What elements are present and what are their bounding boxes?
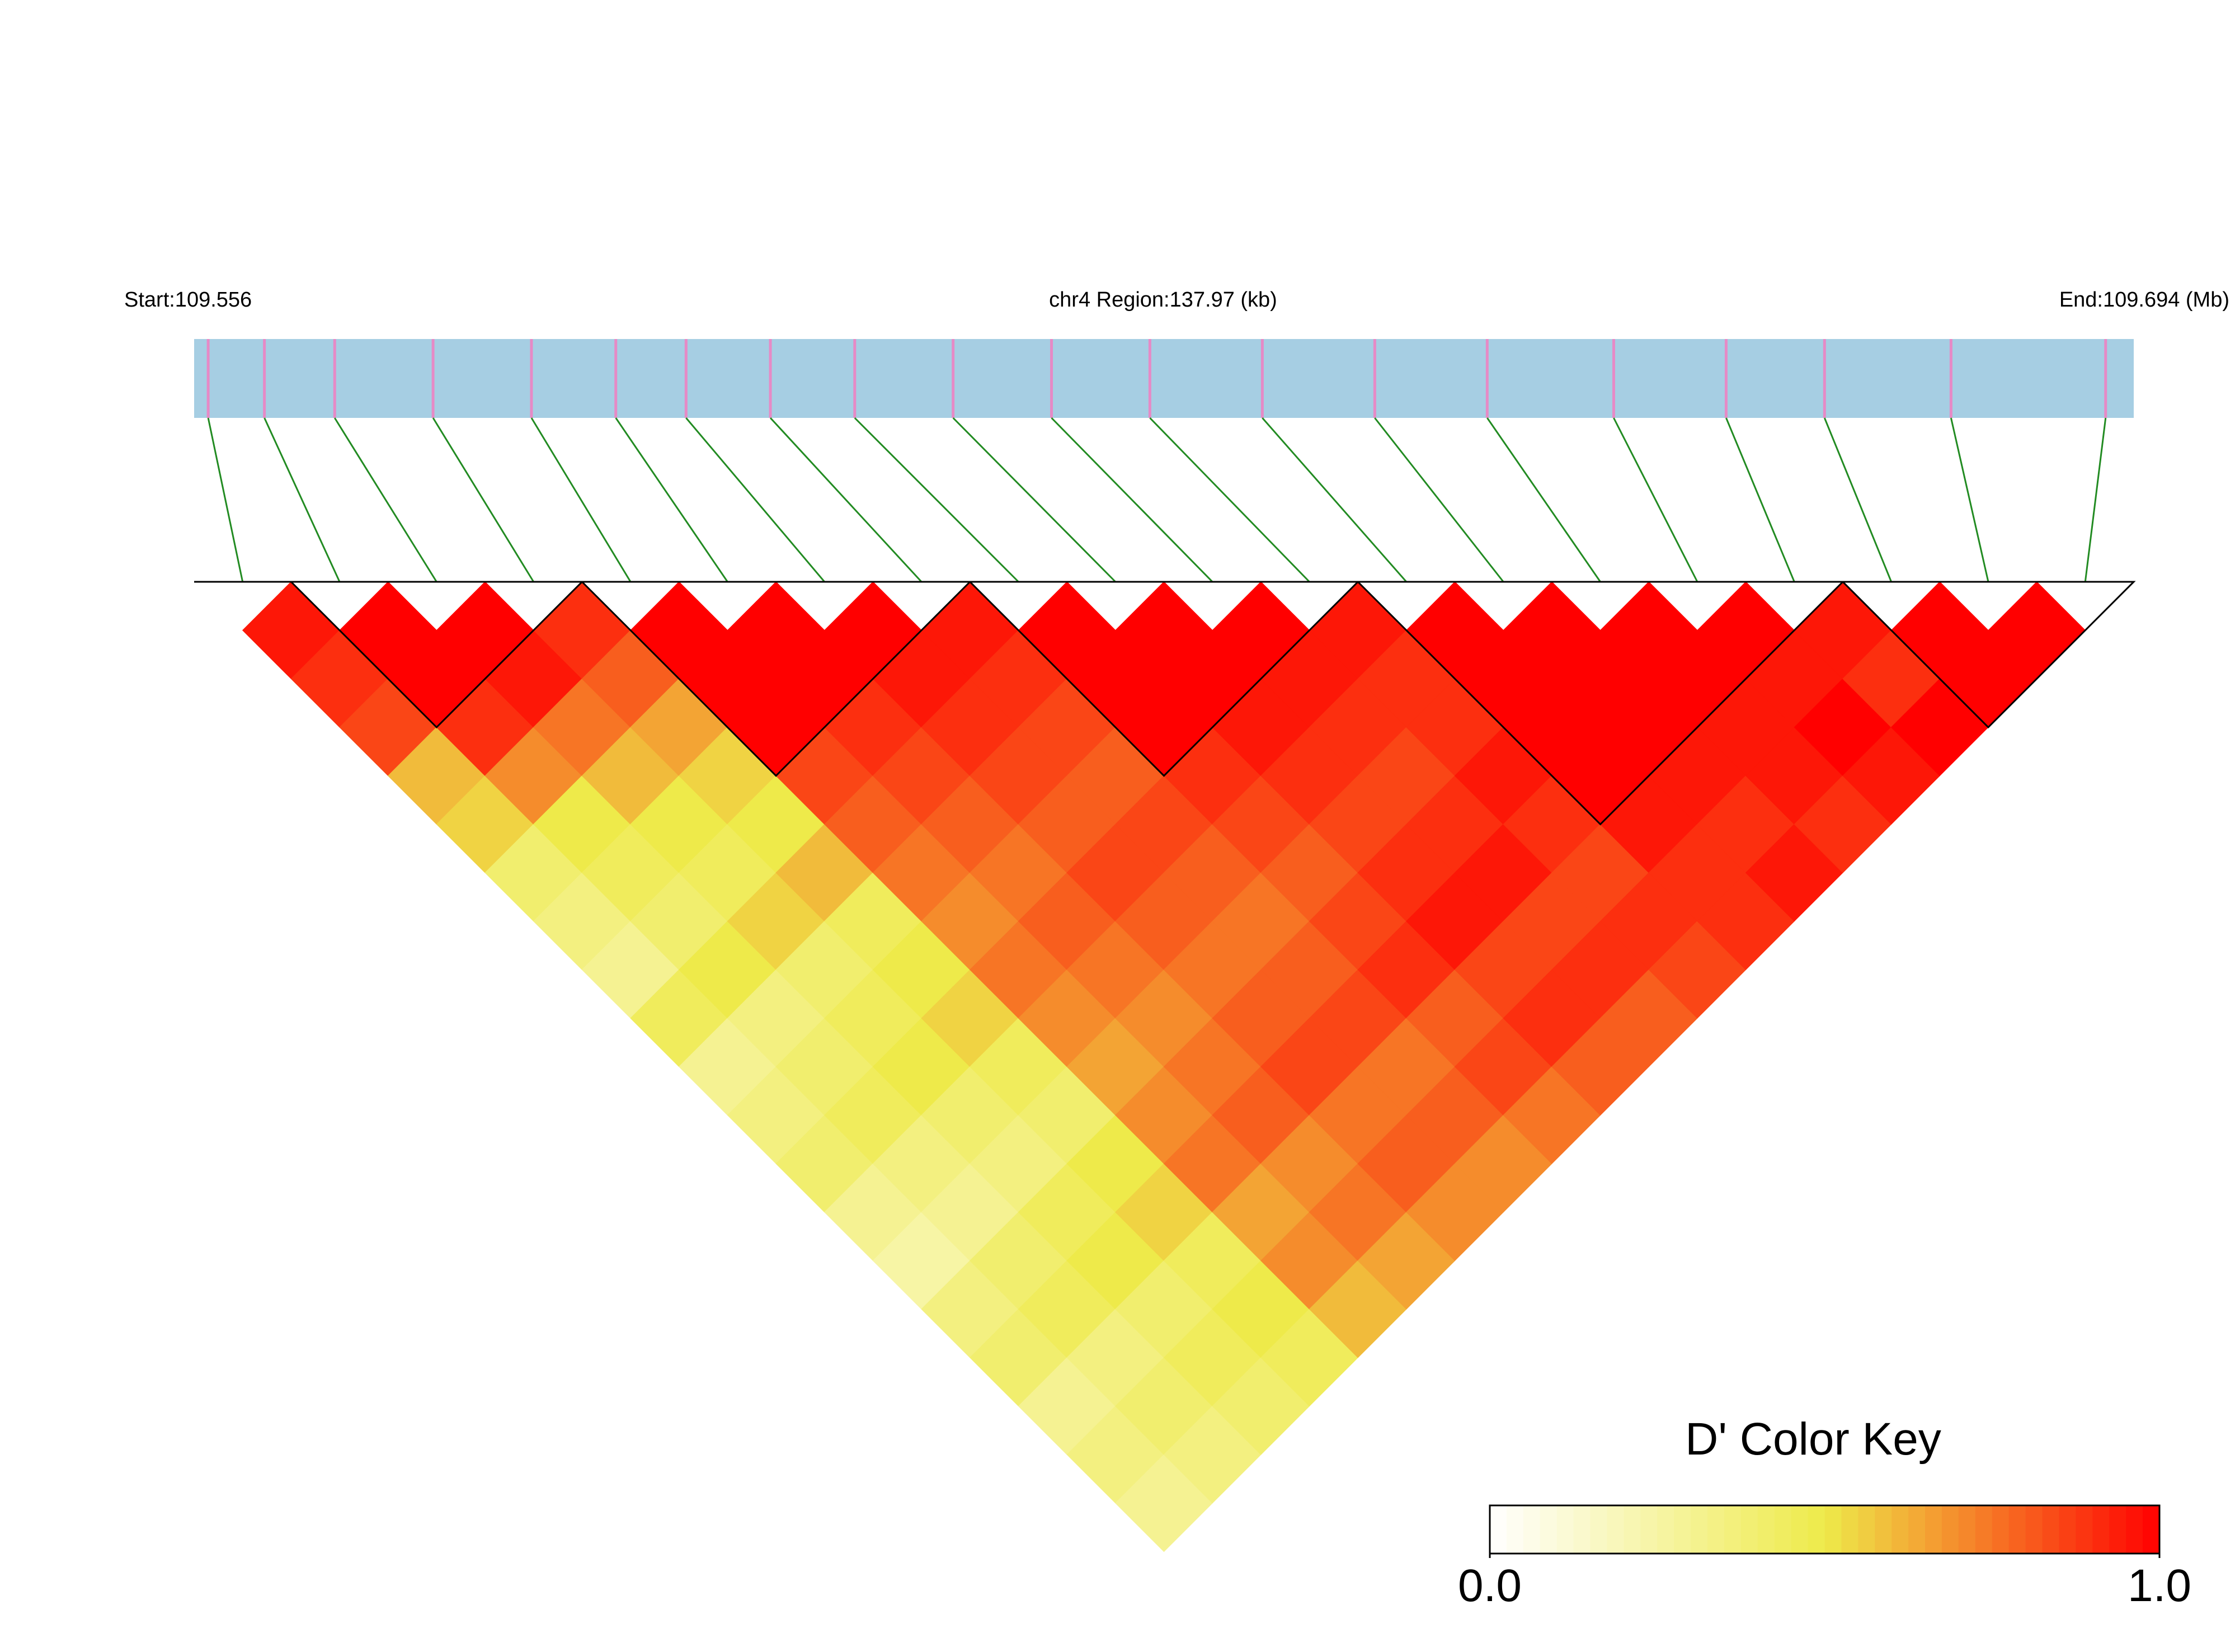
colorbar-step [1624, 1505, 1641, 1554]
colorbar-step [1657, 1505, 1674, 1554]
snp-link [1950, 417, 1989, 582]
colorbar-step [1757, 1505, 1775, 1554]
region-label: chr4 Region:137.97 (kb) [1049, 288, 1277, 312]
snp-link [1374, 417, 1504, 582]
colorbar-step [2076, 1505, 2093, 1554]
snp-link [1051, 417, 1213, 583]
snp-link [207, 417, 244, 582]
colorbar-step [1858, 1505, 1875, 1554]
snp-link [685, 417, 825, 582]
colorbar-step [1774, 1505, 1792, 1554]
colorbar-tick-label: 1.0 [2128, 1560, 2191, 1611]
colorbar-step [1674, 1505, 1691, 1554]
snp-link [1262, 417, 1408, 582]
colorbar-step [1607, 1505, 1624, 1554]
snp-link [333, 417, 437, 582]
colorbar-step [1740, 1505, 1758, 1554]
snp-link [615, 417, 728, 582]
colorbar-step [1490, 1505, 1507, 1554]
start-label: Start:109.556 [124, 288, 252, 312]
snp-link [1486, 417, 1601, 582]
colorbar-step [1824, 1505, 1842, 1554]
end-label: End:109.694 (Mb) [2059, 288, 2229, 312]
colorbar-step [1992, 1505, 2010, 1554]
colorbar-tick-label: 0.0 [1458, 1560, 1522, 1611]
colorbar-step [1908, 1505, 1926, 1554]
snp-link [1149, 417, 1310, 583]
colorbar-step [1573, 1505, 1591, 1554]
colorbar-step [2126, 1505, 2143, 1554]
colorbar-title: D' Color Key [1685, 1414, 1941, 1465]
colorbar-step [2042, 1505, 2060, 1554]
colorbar-step [2008, 1505, 2026, 1554]
snp-link [769, 417, 923, 583]
colorbar-step [1941, 1505, 1959, 1554]
colorbar-frame [1489, 1504, 2161, 1555]
colorbar-step [1891, 1505, 1909, 1554]
colorbar-step [1707, 1505, 1725, 1554]
snp-link [854, 417, 1019, 583]
snp-link [432, 417, 535, 582]
colorbar-step [2059, 1505, 2076, 1554]
colorbar-step [1590, 1505, 1608, 1554]
colorbar-step [2092, 1505, 2110, 1554]
colorbar-step [1506, 1505, 1524, 1554]
snp-track [194, 339, 2134, 418]
snp-link [530, 417, 632, 582]
colorbar-step [1640, 1505, 1658, 1554]
colorbar-step [1540, 1505, 1558, 1554]
colorbar-step [1841, 1505, 1858, 1554]
colorbar-step [1958, 1505, 1976, 1554]
snp-link [2084, 417, 2107, 582]
colorbar-step [1691, 1505, 1708, 1554]
colorbar-step [2025, 1505, 2043, 1554]
colorbar-step [2109, 1505, 2126, 1554]
snp-link [952, 417, 1116, 583]
colorbar-step [1925, 1505, 1942, 1554]
snp-link [1613, 417, 1698, 582]
colorbar-step [2143, 1505, 2160, 1554]
colorbar-step [1724, 1505, 1742, 1554]
snp-link [1725, 417, 1795, 582]
colorbar-step [1808, 1505, 1825, 1554]
colorbar-step [1975, 1505, 1993, 1554]
snp-link [1823, 417, 1893, 582]
colorbar-step [1875, 1505, 1892, 1554]
snp-link [264, 417, 341, 582]
colorbar-step [1791, 1505, 1809, 1554]
colorbar-step [1556, 1505, 1574, 1554]
colorbar-step [1523, 1505, 1541, 1554]
